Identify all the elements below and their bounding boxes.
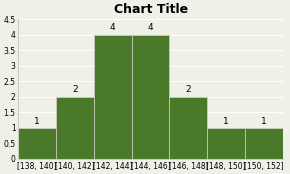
Title: Chart Title: Chart Title	[113, 3, 188, 17]
Text: 1: 1	[35, 117, 40, 125]
Text: 1: 1	[261, 117, 267, 125]
Bar	[56, 97, 94, 159]
Bar	[169, 97, 207, 159]
Text: 4: 4	[148, 23, 153, 32]
Text: 2: 2	[72, 85, 78, 94]
Text: 2: 2	[186, 85, 191, 94]
Text: 4: 4	[110, 23, 116, 32]
Bar	[18, 128, 56, 159]
Bar	[132, 35, 169, 159]
Bar	[94, 35, 132, 159]
Bar	[207, 128, 245, 159]
Bar	[245, 128, 283, 159]
Text: 1: 1	[223, 117, 229, 125]
